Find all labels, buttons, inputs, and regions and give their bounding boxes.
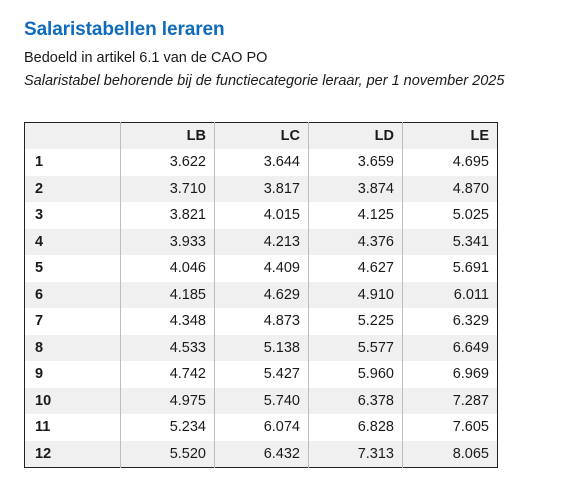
salary-cell: 7.605 (402, 414, 498, 441)
salary-cell: 3.933 (120, 228, 215, 255)
step-cell: 6 (24, 281, 121, 308)
salary-cell: 5.025 (402, 202, 498, 229)
salary-cell: 6.074 (214, 414, 309, 441)
header-lb: LB (120, 122, 215, 149)
step-cell: 2 (24, 175, 121, 202)
table-row: 3 3.821 4.015 4.125 5.025 (25, 202, 498, 229)
salary-cell: 4.376 (308, 228, 403, 255)
step-cell: 7 (35, 313, 44, 330)
salary-table: LB LC LD LE 1 3.622 3.644 3.659 4.695 2 3.710 3… (24, 122, 498, 468)
salary-cell: 4.015 (214, 202, 309, 229)
salary-cell: 7.287 (402, 387, 498, 414)
salary-cell: 5.225 (308, 308, 403, 335)
salary-cell: 3.821 (120, 202, 215, 229)
table-row: 11 5.234 6.074 6.828 7.605 (25, 414, 498, 441)
salary-cell: 5.138 (214, 334, 309, 361)
salary-cell: 4.629 (214, 281, 309, 308)
salary-cell: 3.659 (308, 149, 403, 176)
salary-cell: 4.695 (402, 149, 498, 176)
page-title: Salaristabellen leraren (24, 19, 225, 40)
page-subtitle: Bedoeld in artikel 6.1 van de CAO PO (24, 50, 268, 66)
salary-cell: 6.378 (308, 387, 403, 414)
document-page: Salaristabellen leraren Bedoeld in artik… (24, 18, 564, 468)
salary-cell: 5.520 (120, 440, 215, 467)
salary-cell: 4.910 (308, 281, 403, 308)
step-cell: 12 (24, 440, 121, 467)
table-row: 2 3.710 3.817 3.874 4.870 (24, 175, 498, 202)
salary-cell: 4.627 (308, 255, 403, 282)
step-cell: 11 (35, 419, 51, 436)
table-row: 8 4.533 5.138 5.577 6.649 (24, 334, 498, 361)
salary-cell: 5.341 (402, 228, 498, 255)
header-le: LE (402, 122, 498, 149)
salary-cell: 6.649 (402, 334, 498, 361)
header-lc: LC (214, 122, 309, 149)
salary-cell: 5.427 (214, 361, 309, 388)
table-row: 6 4.185 4.629 4.910 6.011 (24, 281, 498, 308)
salary-cell: 4.348 (120, 308, 215, 335)
salary-cell: 4.975 (120, 387, 215, 414)
table-row: 12 5.520 6.432 7.313 8.065 (24, 440, 498, 467)
step-cell: 5 (35, 260, 44, 277)
salary-cell: 4.742 (120, 361, 215, 388)
salary-cell: 4.873 (214, 308, 309, 335)
salary-cell: 4.533 (120, 334, 215, 361)
table-row: 1 3.622 3.644 3.659 4.695 (25, 149, 498, 176)
salary-cell: 6.432 (214, 440, 309, 467)
table-body: 1 3.622 3.644 3.659 4.695 2 3.710 3.817 3.874 4.8… (24, 149, 498, 467)
salary-cell: 6.828 (308, 414, 403, 441)
step-cell: 10 (24, 387, 121, 414)
salary-cell: 3.622 (120, 149, 215, 176)
salary-cell: 3.644 (214, 149, 309, 176)
salary-cell: 4.046 (120, 255, 215, 282)
table-caption: Salaristabel behorende bij de functiecat… (24, 73, 505, 89)
salary-cell: 7.313 (308, 440, 403, 467)
salary-cell: 3.710 (120, 175, 215, 202)
step-cell: 9 (35, 366, 44, 383)
salary-cell: 5.740 (214, 387, 309, 414)
table-row: 10 4.975 5.740 6.378 7.287 (24, 387, 498, 414)
salary-cell: 6.969 (402, 361, 498, 388)
salary-cell: 6.329 (402, 308, 498, 335)
salary-cell: 5.577 (308, 334, 403, 361)
salary-cell: 5.691 (402, 255, 498, 282)
step-cell: 8 (24, 334, 121, 361)
salary-cell: 5.234 (120, 414, 215, 441)
salary-cell: 4.185 (120, 281, 215, 308)
step-cell: 3 (35, 207, 44, 224)
salary-cell: 4.213 (214, 228, 309, 255)
salary-cell: 4.870 (402, 175, 498, 202)
step-cell: 4 (24, 228, 121, 255)
table-row: 4 3.933 4.213 4.376 5.341 (24, 228, 498, 255)
header-ld: LD (308, 122, 403, 149)
table-row: 7 4.348 4.873 5.225 6.329 (25, 308, 498, 335)
salary-cell: 5.960 (308, 361, 403, 388)
salary-cell: 3.874 (308, 175, 403, 202)
header-corner-cell (24, 122, 121, 149)
salary-cell: 6.011 (402, 281, 498, 308)
table-row: 5 4.046 4.409 4.627 5.691 (25, 255, 498, 282)
table-row: 9 4.742 5.427 5.960 6.969 (25, 361, 498, 388)
salary-cell: 3.817 (214, 175, 309, 202)
step-cell: 1 (35, 154, 44, 171)
salary-cell: 8.065 (402, 440, 498, 467)
salary-cell: 4.409 (214, 255, 309, 282)
salary-cell: 4.125 (308, 202, 403, 229)
table-header-row: LB LC LD LE (24, 122, 498, 149)
